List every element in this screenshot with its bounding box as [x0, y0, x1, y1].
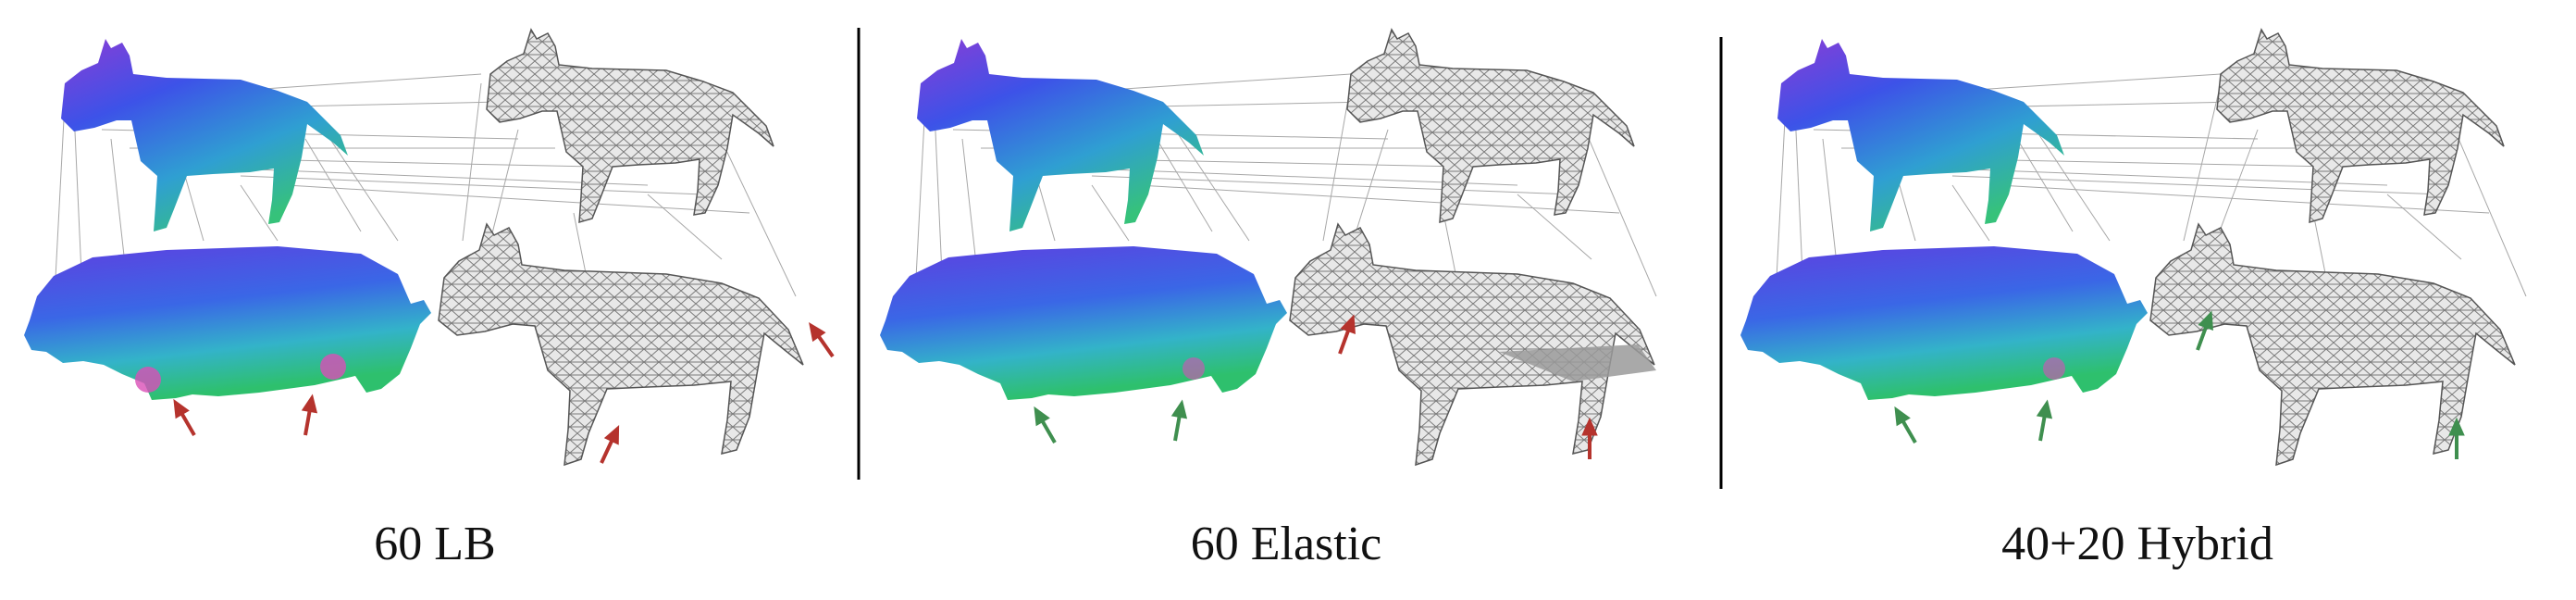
- arrow-icon: [2031, 397, 2057, 444]
- good-arrows: [1026, 397, 1192, 448]
- source-hippo-normals: [24, 246, 431, 400]
- panel-caption-60-elastic: 60 Elastic: [1190, 518, 1382, 570]
- stretched-triangles: [1499, 344, 1656, 381]
- target-horse-mesh: [1346, 29, 1635, 223]
- panel-40-20-hybrid: [1740, 29, 2527, 466]
- arrow-icon: [801, 317, 841, 363]
- source-hippo-normals: [1740, 246, 2148, 400]
- source-hippo-normals: [880, 246, 1287, 400]
- panel-caption-40-20-hybrid: 40+20 Hybrid: [2001, 518, 2273, 570]
- arrow-icon: [1026, 401, 1063, 448]
- arrow-icon: [1887, 401, 1924, 448]
- panel-60-lb: [24, 29, 841, 469]
- source-horse-normals: [917, 39, 1204, 231]
- source-horse-normals: [1777, 39, 2064, 231]
- arrow-icon: [1166, 397, 1192, 444]
- target-horse-mesh: [2216, 29, 2505, 223]
- arrow-icon: [592, 420, 627, 469]
- target-horse-deformed-mesh: [438, 223, 804, 466]
- arrow-icon: [296, 392, 322, 439]
- source-horse-normals: [61, 39, 348, 231]
- target-horse-mesh: [486, 29, 774, 223]
- panel-caption-60-lb: 60 LB: [374, 518, 496, 570]
- arrow-icon: [166, 394, 203, 441]
- panel-60-elastic: [880, 29, 1657, 466]
